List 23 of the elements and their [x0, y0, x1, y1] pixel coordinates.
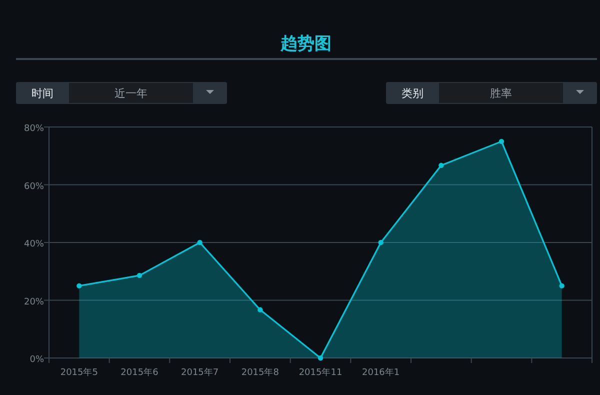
y-tick-label: 60%	[24, 182, 44, 192]
x-tick-label: 2016年1	[362, 367, 400, 378]
x-tick-label: 2015年6	[120, 367, 159, 378]
y-tick-label: 40%	[24, 240, 44, 250]
x-tick-label: 2015年5	[60, 367, 98, 378]
control-dropdown: 时间 近一年	[16, 82, 227, 104]
point	[136, 272, 142, 278]
y-tick-label: 0%	[30, 355, 44, 365]
chart-title: 趋势图	[280, 34, 332, 54]
control-dropdown: 类别 胜率	[386, 82, 597, 104]
x-tick-label: 2015年8	[241, 367, 280, 378]
point	[498, 138, 504, 144]
x-tick-label: 2015年7	[181, 367, 219, 378]
x-tick-label: 2015年11	[298, 367, 342, 378]
point	[258, 307, 263, 312]
point	[559, 283, 564, 288]
y-tick-label: 80%	[24, 124, 44, 134]
point	[378, 240, 384, 246]
y-tick-label: 20%	[24, 297, 44, 308]
point	[197, 240, 202, 246]
point	[438, 162, 444, 168]
point	[76, 283, 82, 288]
point	[318, 355, 324, 361]
